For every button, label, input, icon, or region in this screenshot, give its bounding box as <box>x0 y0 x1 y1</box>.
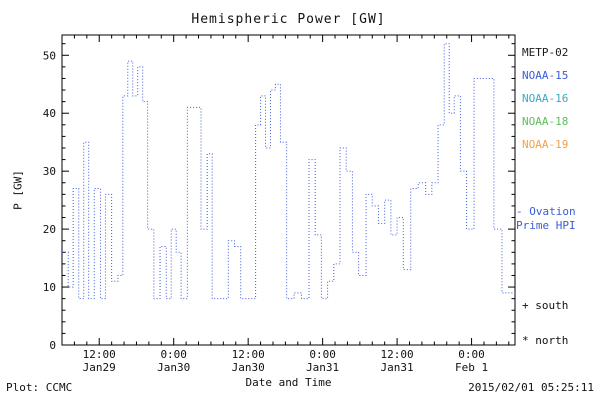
x-tick-time-label: 0:00 <box>160 348 187 361</box>
legend-ovation-line1: - Ovation <box>516 205 576 218</box>
legend-satellites: METP-02 NOAA-15 NOAA-16 NOAA-18 NOAA-19 <box>522 46 568 151</box>
y-tick-label: 10 <box>43 281 56 294</box>
y-tick-label: 30 <box>43 165 56 178</box>
chart-title: Hemispheric Power [GW] <box>191 12 386 27</box>
x-tick-time-label: 12:00 <box>381 348 414 361</box>
y-tick-label: 40 <box>43 107 56 120</box>
x-axis-label: Date and Time <box>245 376 332 389</box>
axes-box <box>61 34 516 346</box>
legend-ovation-prime-hpi: - Ovation Prime HPI <box>516 205 576 233</box>
y-tick-label: 50 <box>43 49 56 62</box>
x-tick-date-label: Jan30 <box>232 361 265 374</box>
legend-ovation-line2: Prime HPI <box>516 219 576 232</box>
legend-south-marker: + south <box>522 299 569 312</box>
x-tick-time-label: 0:00 <box>309 348 336 361</box>
hpi-step-line <box>62 43 515 300</box>
x-tick-date-label: Jan29 <box>83 361 116 374</box>
legend-item-noaa-19: NOAA-19 <box>522 138 569 151</box>
legend-item-noaa-16: NOAA-16 <box>522 92 569 105</box>
legend-item-noaa-15: NOAA-15 <box>522 69 569 82</box>
plot-credit: Plot: CCMC <box>6 381 73 394</box>
legend-north-marker: * north <box>522 334 569 347</box>
y-tick-label: 0 <box>49 339 56 352</box>
legend-item-metp-02: METP-02 <box>522 46 569 59</box>
x-tick-date-label: Jan30 <box>157 361 190 374</box>
x-tick-date-label: Jan31 <box>381 361 414 374</box>
x-tick-date-label: Feb 1 <box>455 361 488 374</box>
y-axis-label: P [GW] <box>11 170 25 210</box>
y-tick-label: 20 <box>43 223 56 236</box>
x-tick-time-label: 12:00 <box>232 348 265 361</box>
x-tick-time-label: 12:00 <box>83 348 116 361</box>
legend-item-noaa-18: NOAA-18 <box>522 115 569 128</box>
plot-timestamp: 2015/02/01 05:25:11 <box>468 381 594 394</box>
x-tick-date-label: Jan31 <box>306 361 339 374</box>
x-tick-time-label: 0:00 <box>458 348 485 361</box>
